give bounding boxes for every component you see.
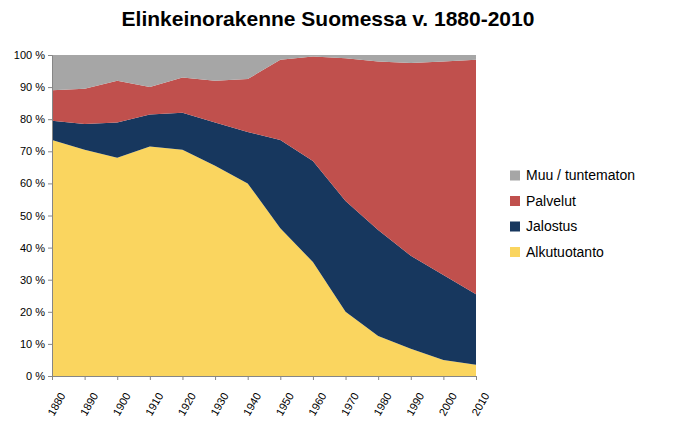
x-tick-mark (411, 376, 412, 380)
legend-swatch (510, 247, 520, 257)
y-tick-label: 60 % (20, 177, 45, 189)
x-tick: 1910 (143, 376, 166, 418)
x-axis: 1880 1890 1900 1910 1920 1930 1940 1950 1960 1970… (45, 376, 492, 418)
y-tick: 10 % (20, 338, 52, 350)
x-tick-mark (378, 376, 379, 380)
x-tick-mark (476, 376, 477, 380)
x-tick: 1890 (78, 376, 101, 418)
x-tick-label: 1970 (339, 390, 362, 417)
x-tick: 1900 (110, 376, 133, 418)
y-tick: 20 % (20, 306, 52, 318)
x-tick-label: 2000 (436, 390, 459, 417)
y-tick: 30 % (20, 274, 52, 286)
y-tick-label: 100 % (14, 49, 45, 61)
y-tick-mark (48, 87, 52, 88)
x-tick-label: 1930 (208, 390, 231, 417)
y-tick-mark (48, 183, 52, 184)
plot: 0 % 10 % 20 % 30 % 40 % 50 % 60 % 70 % 80 % 90 % 1… (14, 49, 492, 418)
x-tick: 1920 (175, 376, 198, 418)
legend-swatch (510, 222, 520, 232)
y-tick: 90 % (20, 81, 52, 93)
y-tick-mark (48, 344, 52, 345)
x-tick-mark (443, 376, 444, 380)
y-tick-label: 30 % (20, 274, 45, 286)
x-tick: 2010 (469, 376, 492, 418)
y-tick-mark (48, 119, 52, 120)
y-tick-label: 10 % (20, 338, 45, 350)
x-tick-label: 1920 (175, 390, 198, 417)
y-tick-label: 0 % (26, 370, 45, 382)
y-tick-label: 50 % (20, 210, 45, 222)
y-tick: 40 % (20, 242, 52, 254)
x-tick-mark (313, 376, 314, 380)
areas (52, 55, 476, 376)
x-tick-mark (182, 376, 183, 380)
y-tick: 70 % (20, 145, 52, 157)
y-tick-mark (48, 376, 52, 377)
y-tick-mark (48, 248, 52, 249)
x-tick-mark (150, 376, 151, 380)
title: Elinkeinorakenne Suomessa v. 1880-2010 (122, 7, 535, 30)
x-tick: 1930 (208, 376, 231, 418)
x-tick: 1990 (404, 376, 427, 418)
x-tick-mark (117, 376, 118, 380)
x-tick-label: 1910 (143, 390, 166, 417)
x-tick: 1950 (273, 376, 296, 418)
y-tick: 100 % (14, 49, 52, 61)
x-tick-label: 1880 (45, 390, 68, 417)
y-tick-mark (48, 312, 52, 313)
x-tick-label: 2010 (469, 390, 492, 417)
x-tick: 1970 (339, 376, 362, 418)
x-tick-mark (52, 376, 53, 380)
x-tick-mark (248, 376, 249, 380)
x-tick-label: 1950 (273, 390, 296, 417)
x-tick-label: 1960 (306, 390, 329, 417)
y-tick-label: 40 % (20, 242, 45, 254)
area (52, 57, 476, 295)
y-tick-label: 90 % (20, 81, 45, 93)
x-tick-mark (346, 376, 347, 380)
x-tick: 1960 (306, 376, 329, 418)
y-tick: 80 % (20, 113, 52, 125)
legend-label: Muu / tuntematon (526, 167, 635, 183)
y-tick-mark (48, 151, 52, 152)
y-tick-mark (48, 55, 52, 56)
x-tick-label: 1990 (404, 390, 427, 417)
x-tick: 2000 (436, 376, 459, 418)
legend-label: Jalostus (526, 218, 577, 234)
legend: Muu / tuntematon Palvelut Jalostus Alkutuot… (510, 167, 635, 260)
x-tick: 1880 (45, 376, 68, 418)
legend-label: Palvelut (526, 193, 576, 209)
y-tick-label: 80 % (20, 113, 45, 125)
x-tick-label: 1900 (110, 390, 133, 417)
y-tick-mark (48, 216, 52, 217)
x-tick-label: 1890 (78, 390, 101, 417)
y-axis: 0 % 10 % 20 % 30 % 40 % 50 % 60 % 70 % 80 % 90 % 1… (14, 49, 53, 382)
legend-label: Alkutuotanto (526, 244, 604, 260)
x-axis-line (53, 377, 477, 381)
x-tick: 1940 (241, 376, 264, 418)
y-tick-label: 20 % (20, 306, 45, 318)
y-tick: 50 % (20, 210, 52, 222)
chart: Elinkeinorakenne Suomessa v. 1880-2010 0 … (0, 0, 676, 432)
legend-swatch (510, 196, 520, 206)
area (52, 55, 476, 90)
x-tick-label: 1940 (241, 390, 264, 417)
y-tick-mark (48, 280, 52, 281)
x-tick-mark (280, 376, 281, 380)
y-tick: 0 % (26, 370, 52, 382)
y-tick-label: 70 % (20, 145, 45, 157)
x-tick-mark (215, 376, 216, 380)
legend-swatch (510, 171, 520, 181)
x-tick: 1980 (371, 376, 394, 418)
x-tick-mark (85, 376, 86, 380)
x-tick-label: 1980 (371, 390, 394, 417)
y-tick: 60 % (20, 177, 52, 189)
y-axis-line (48, 56, 53, 377)
